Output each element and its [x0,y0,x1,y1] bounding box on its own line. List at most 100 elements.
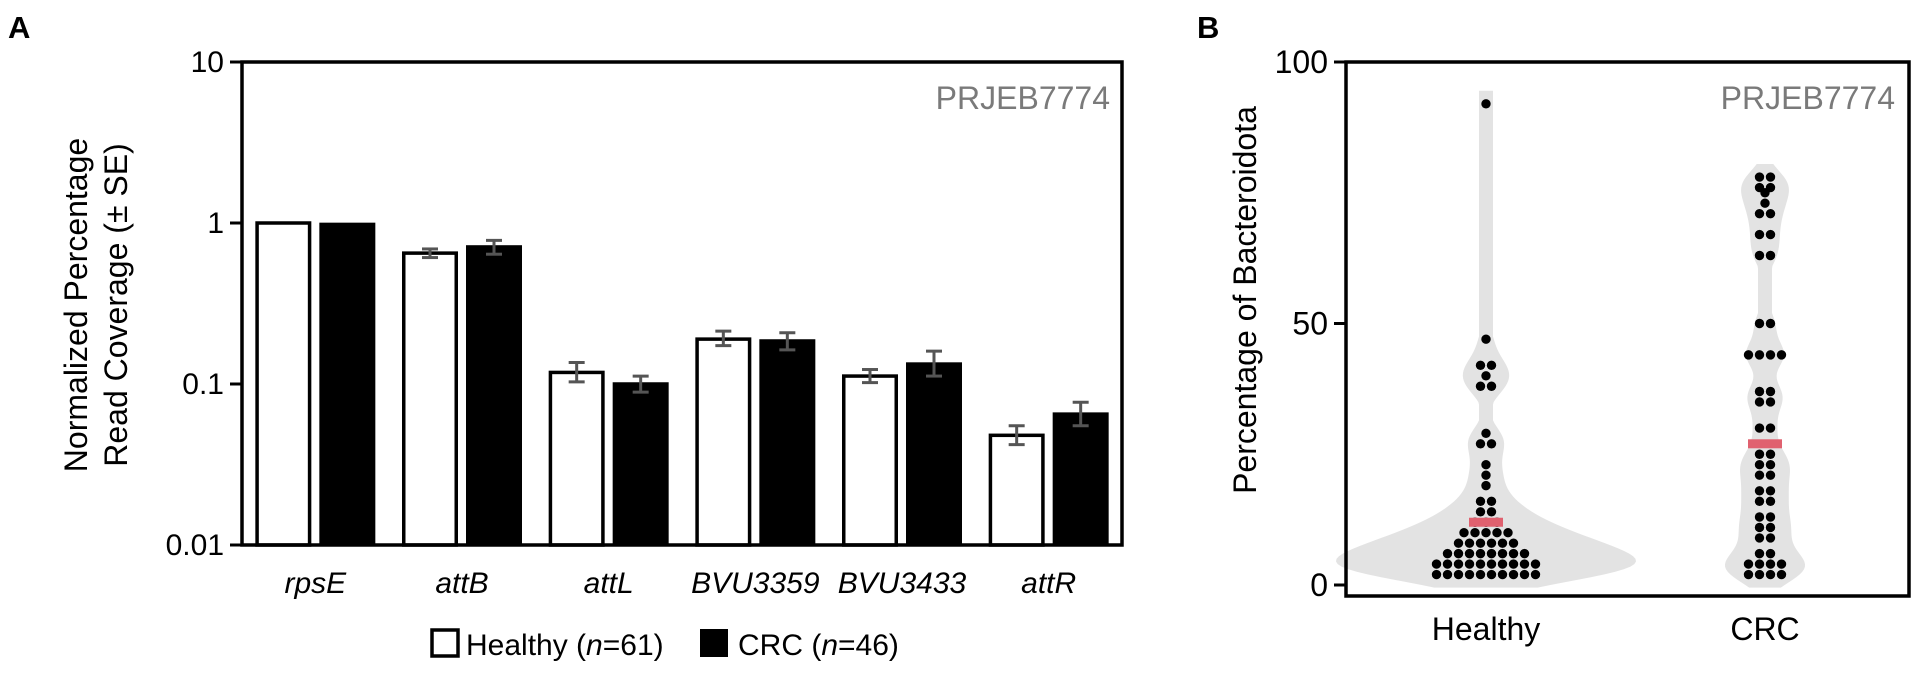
panel-b-dot-healthy [1530,569,1541,580]
panel-b-dot-crc [1765,423,1776,433]
panel-b-dot-crc [1754,470,1765,480]
panel-b-ytick-label: 100 [1275,44,1328,80]
panel-b-median-crc [1748,439,1782,449]
panel-a-ylabel: Normalized Percentage Read Coverage (± S… [58,138,134,472]
panel-b-dot-healthy [1519,559,1530,569]
panel-a-category-label: attB [435,567,488,600]
panel-b-dot-crc [1765,172,1776,182]
legend: Healthy (n=61) CRC (n=46) [430,628,899,662]
panel-b-dot-crc [1765,569,1776,580]
panel-b-dot-crc [1765,229,1776,240]
panel-a-bar-healthy [988,433,1045,547]
panel-b-dot-healthy [1464,569,1475,580]
panel-b-dot-crc [1754,569,1765,580]
panel-b-dot-healthy [1431,569,1442,580]
panel-b-dot-crc [1765,318,1776,329]
panel-b-dot-crc [1776,559,1787,569]
panel-b-dot-healthy [1486,507,1497,517]
panel-b-category-label: CRC [1730,611,1799,647]
panel-b-dot-healthy [1486,360,1497,371]
panel-b-dot-healthy [1486,381,1497,391]
panel-b-dot-healthy [1519,569,1530,580]
panel-b-dot-crc [1754,350,1765,360]
panel-a-plot: 10 1 0.1 0.01 rpsE attB attL BVU3359 BVU3433 attR [166,46,1109,600]
panel-b-plot: 0 50 100 Healthy CRC [1275,44,1805,647]
panel-b-dot-crc [1754,318,1765,329]
panel-b-dot-healthy [1481,371,1491,381]
panel-a-bar-crc [612,382,669,545]
panel-b-dot-crc [1754,533,1765,543]
panel-b-dot-healthy [1486,496,1497,507]
panel-b-dot-healthy [1453,569,1464,580]
panel-a-bar-healthy [842,374,898,547]
panel-b-dot-healthy [1486,548,1497,559]
panel-b-watermark: PRJEB7774 [1721,80,1895,116]
panel-b-dot-healthy [1481,480,1491,491]
panel-b-dot-crc [1765,512,1776,522]
panel-b-ytick-label: 50 [1292,306,1328,342]
panel-b-dot-crc [1765,486,1776,496]
panel-b-dot-healthy [1475,381,1486,391]
panel-b-dot-healthy [1481,470,1491,480]
panel-b-dot-healthy [1508,559,1519,569]
panel-b-dot-healthy [1464,548,1475,559]
panel-a-category-label: rpsE [284,567,347,600]
panel-b-dot-crc [1765,397,1776,407]
panel-b-dot-crc [1765,449,1776,459]
panel-a-ylabel-line-2: Read Coverage (± SE) [98,143,134,466]
panel-b-dot-crc [1754,449,1765,459]
panel-b-dot-healthy [1530,559,1541,569]
panel-b-dot-healthy [1503,528,1513,538]
panel-b-dot-crc [1754,512,1765,522]
panel-a-bar-healthy [695,337,752,547]
panel-b-dot-crc [1760,198,1770,208]
panel-b-dot-crc [1754,559,1765,569]
panel-b-dot-crc [1765,250,1776,261]
panel-a-bar-crc [466,245,522,546]
panel-a-frame [240,60,1124,547]
panel-b-dot-healthy [1475,496,1486,507]
panel-b-dot-crc [1765,470,1776,480]
panel-b-dot-crc [1765,533,1776,543]
panel-a-ytick-label: 1 [207,207,224,240]
panel-b-dot-healthy [1442,548,1453,559]
legend-crc-label: CRC (n=46) [738,629,899,662]
panel-b-dot-crc [1765,208,1776,219]
panel-a-bar-crc [906,362,962,545]
panel-b-dot-crc [1765,350,1776,360]
panel-b-dot-healthy [1497,559,1508,569]
panel-b-dot-crc [1765,386,1776,397]
panel-a-ylabel-line-1: Normalized Percentage [58,138,94,472]
panel-a-bar-healthy [548,370,605,547]
panel-b-dot-crc [1776,569,1787,580]
panel-b-letter: B [1197,10,1219,45]
panel-b-dot-healthy [1475,569,1486,580]
panel-b-dot-crc [1754,208,1765,219]
panel-b-dot-crc [1754,496,1765,507]
panel-b-dot-crc [1776,350,1787,360]
panel-b-dot-crc [1765,522,1776,533]
panel-b-dot-crc [1765,460,1776,470]
panel-b-dot-crc [1754,250,1765,261]
panel-b-dot-healthy [1464,538,1475,548]
panel-b-category-label: Healthy [1432,611,1541,647]
panel-b-dot-healthy [1442,559,1453,569]
panel-b-dot-crc [1754,548,1765,559]
panel-b-dot-healthy [1481,99,1491,109]
panel-b-dot-healthy [1475,559,1486,569]
panel-a-bar-crc [1052,412,1109,545]
panel-b-dot-healthy [1470,528,1480,538]
panel-b-dot-crc [1765,496,1776,507]
panel-a-bar-crc [759,339,816,545]
panel-a-bar-healthy [402,251,458,547]
legend-healthy-label: Healthy (n=61) [466,629,664,662]
panel-b-dot-crc [1754,172,1765,182]
panel-b-dot-healthy [1492,528,1502,538]
panel-b-dot-healthy [1486,569,1497,580]
panel-b-dot-crc [1754,386,1765,397]
panel-b-ytick-label: 0 [1310,567,1328,603]
panel-b-median-healthy [1469,517,1503,527]
panel-a-category-label: BVU3359 [691,567,820,600]
panel-b-frame [1344,60,1911,598]
